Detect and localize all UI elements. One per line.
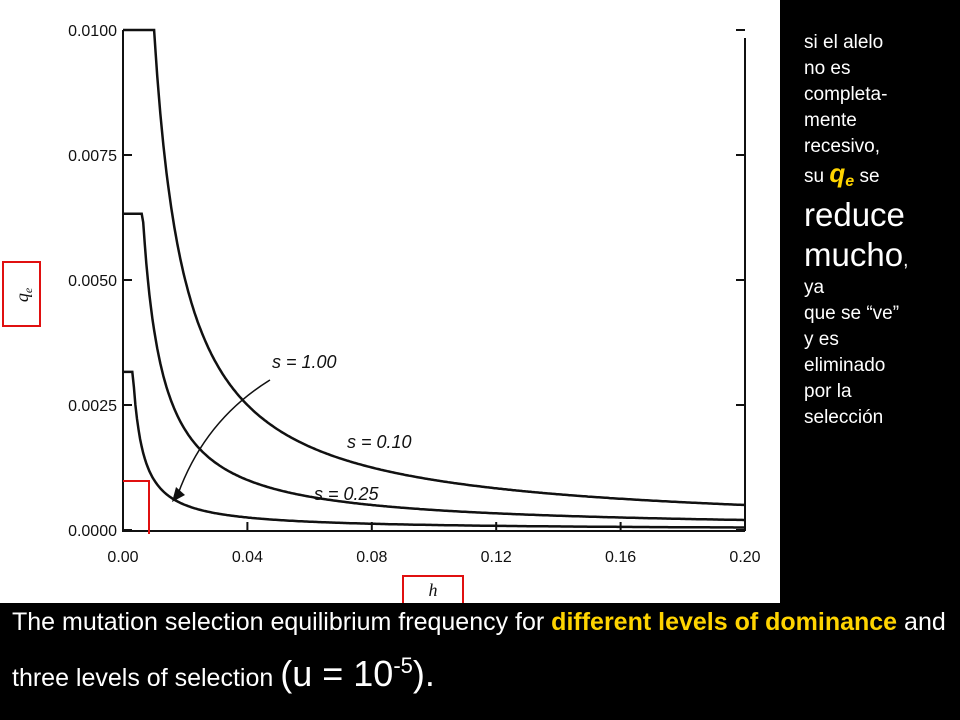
caption-exponent: -5 (393, 653, 413, 678)
x-tick-label: 0.12 (481, 549, 512, 566)
side-note-line: eliminado (804, 355, 886, 376)
series-curve (123, 212, 745, 522)
series-curve (123, 370, 745, 529)
chart: 0.0000 0.0025 0.0050 0.0075 0.0100 0.00 0.04 0.… (2, 23, 761, 603)
x-axis-label: h (429, 580, 438, 600)
caption: The mutation selection equilibrium frequ… (12, 600, 952, 700)
x-tick-label: 0.00 (107, 549, 138, 566)
annotation-arrow (177, 379, 271, 495)
side-note-line-mucho: mucho, (804, 235, 954, 275)
caption-formula: (u = 10-5). (280, 653, 435, 694)
side-note-line: ya (804, 277, 825, 298)
q-subscript: e (845, 173, 855, 190)
ylabel-box (2, 261, 41, 327)
series-curve (123, 28, 746, 507)
y-tick-label: 0.0050 (68, 273, 117, 290)
side-note-line: y es (804, 329, 839, 350)
y-tick-label: 0.0000 (68, 523, 117, 540)
x-tick-label: 0.16 (605, 549, 636, 566)
y-tick-label: 0.0100 (68, 23, 117, 40)
x-tick-label: 0.04 (232, 549, 263, 566)
q-symbol: q (829, 158, 846, 188)
side-note-line: que se “ve” (804, 303, 900, 324)
side-note-word: su (804, 166, 825, 187)
caption-text: and three levels of selection (12, 608, 946, 692)
caption-text: The mutation selection equilibrium frequ… (12, 608, 545, 636)
side-note-line: completa- (804, 84, 888, 105)
y-tick-label: 0.0025 (68, 398, 117, 415)
x-tick-label: 0.20 (729, 549, 760, 566)
side-note-line: mente (804, 110, 857, 131)
curve-label: s = 0.10 (347, 432, 412, 452)
curve-label: s = 1.00 (272, 352, 337, 372)
annotation-arrowhead (172, 487, 185, 502)
side-note-line: selección (804, 407, 884, 428)
plot-panel: 0.0000 0.0025 0.0050 0.0075 0.0100 0.00 0.04 0.… (0, 0, 780, 603)
side-note-line: por la (804, 381, 852, 402)
caption-highlight: different levels of dominance (551, 608, 898, 636)
caption-formula-end: ). (412, 653, 435, 694)
y-axis-label-subscript: e (21, 287, 35, 293)
highlight-box (123, 480, 150, 534)
x-tick-label: 0.08 (356, 549, 387, 566)
curve-label: s = 0.25 (314, 484, 380, 504)
side-note-line-qe: su qe se (804, 160, 954, 195)
side-note-emphasis: reduce (804, 196, 905, 233)
side-note-line: recesivo, (804, 136, 881, 157)
y-tick-label: 0.0075 (68, 148, 117, 165)
side-note-comma: , (903, 250, 909, 271)
side-note-line: si el alelo (804, 32, 884, 53)
side-note: si el alelo no es completa- mente recesi… (804, 30, 954, 431)
xlabel-box (402, 575, 464, 603)
side-note-emphasis: mucho (804, 236, 904, 273)
side-note-line: no es (804, 58, 851, 79)
side-note-word: se (859, 166, 880, 187)
caption-formula-base: (u = 10 (280, 653, 394, 694)
